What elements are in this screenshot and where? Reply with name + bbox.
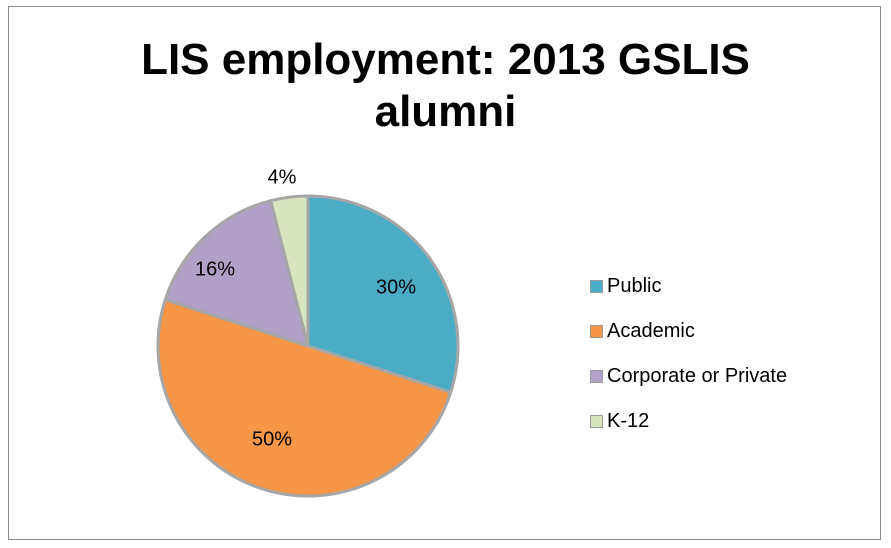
legend-label-k12: K-12 xyxy=(607,410,650,432)
pie-slice-public xyxy=(306,194,460,394)
legend-swatch-corporate xyxy=(590,370,603,383)
slice-label-public: 30% xyxy=(376,276,416,298)
pie-slice-corporate xyxy=(163,199,310,348)
legend-label-academic: Academic xyxy=(607,320,695,342)
legend-item-academic: Academic xyxy=(590,309,787,354)
chart-title-line-1: LIS employment: 2013 GSLIS xyxy=(141,35,750,84)
chart-title: LIS employment: 2013 GSLIS alumni xyxy=(0,34,891,138)
slice-label-k12: 4% xyxy=(268,166,297,188)
legend-item-k12: K-12 xyxy=(590,399,787,444)
chart-legend: Public Academic Corporate or Private K-1… xyxy=(590,264,787,444)
pie-slice-k12 xyxy=(269,194,310,348)
legend-swatch-k12 xyxy=(590,415,603,428)
legend-swatch-academic xyxy=(590,325,603,338)
legend-swatch-public xyxy=(590,280,603,293)
pie-slice-academic xyxy=(156,298,453,498)
legend-item-corporate: Corporate or Private xyxy=(590,354,787,399)
chart-frame xyxy=(8,6,881,540)
legend-item-public: Public xyxy=(590,264,787,309)
chart-title-line-2: alumni xyxy=(374,87,517,136)
slice-label-corporate: 16% xyxy=(195,258,235,280)
legend-label-corporate: Corporate or Private xyxy=(607,365,788,387)
legend-label-public: Public xyxy=(607,275,662,297)
slice-label-academic: 50% xyxy=(252,428,292,450)
